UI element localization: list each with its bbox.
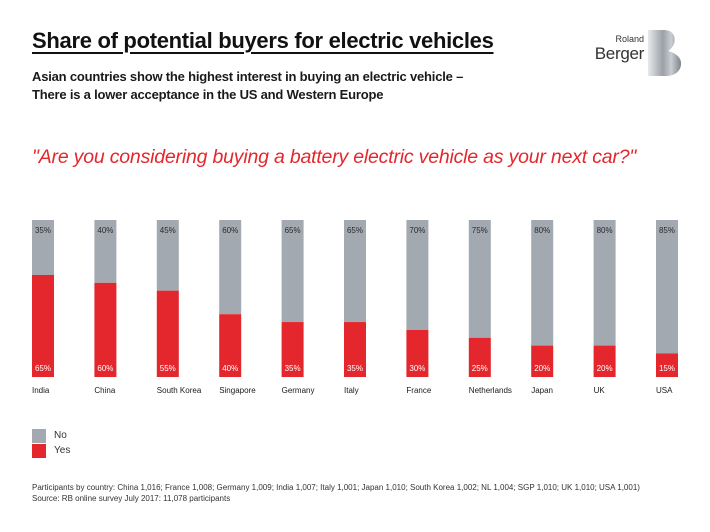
- data-label-yes-usa: 15%: [659, 364, 675, 373]
- footer-participants: Participants by country: China 1,016; Fr…: [32, 483, 640, 492]
- survey-question: "Are you considering buying a battery el…: [32, 146, 637, 168]
- category-label-india: India: [32, 386, 50, 395]
- category-label-netherlands: Netherlands: [469, 386, 512, 395]
- subtitle-line-1: Asian countries show the highest interes…: [32, 69, 464, 84]
- page-title: Share of potential buyers for electric v…: [32, 28, 494, 53]
- roland-berger-logo: Roland Berger: [588, 30, 688, 78]
- data-label-no-netherlands: 75%: [472, 226, 488, 235]
- data-label-no-japan: 80%: [534, 226, 550, 235]
- legend-label-yes: Yes: [54, 445, 71, 456]
- data-label-yes-china: 60%: [97, 364, 113, 373]
- footer-source: Source: RB online survey July 2017: 11,0…: [32, 494, 231, 503]
- data-label-no-india: 35%: [35, 226, 51, 235]
- category-label-china: China: [94, 386, 115, 395]
- bar-yes-uk: [593, 345, 616, 377]
- category-label-uk: UK: [594, 386, 606, 395]
- data-label-yes-netherlands: 25%: [472, 364, 488, 373]
- legend-swatch-yes: [32, 443, 46, 458]
- data-label-no-germany: 65%: [285, 226, 301, 235]
- data-label-no-uk: 80%: [597, 226, 613, 235]
- data-label-yes-india: 65%: [35, 364, 51, 373]
- legend-item-no: No: [32, 428, 70, 443]
- subtitle: Asian countries show the highest interes…: [32, 68, 463, 104]
- legend: No Yes: [32, 428, 70, 458]
- data-label-yes-south-korea: 55%: [160, 364, 176, 373]
- bar-no-china: [94, 220, 117, 283]
- bar-no-japan: [531, 220, 554, 346]
- bar-yes-italy: [344, 322, 366, 377]
- data-label-yes-france: 30%: [409, 364, 425, 373]
- category-label-germany: Germany: [282, 386, 315, 395]
- bar-yes-netherlands: [468, 337, 491, 377]
- subtitle-line-2: There is a lower acceptance in the US an…: [32, 87, 384, 102]
- data-label-no-south-korea: 45%: [160, 226, 176, 235]
- bar-yes-france: [406, 329, 429, 377]
- bar-no-italy: [344, 220, 366, 323]
- bar-yes-japan: [531, 345, 554, 377]
- data-label-yes-italy: 35%: [347, 364, 363, 373]
- bar-no-uk: [593, 220, 616, 346]
- bar-yes-china: [94, 282, 117, 377]
- category-label-italy: Italy: [344, 386, 359, 395]
- legend-swatch-no: [32, 428, 46, 443]
- logo-b-mark-icon: [648, 30, 682, 76]
- bar-no-france: [406, 220, 429, 330]
- data-label-yes-germany: 35%: [285, 364, 301, 373]
- bar-no-usa: [656, 220, 678, 354]
- bar-no-south-korea: [156, 220, 179, 291]
- legend-label-no: No: [54, 430, 67, 441]
- data-label-yes-japan: 20%: [534, 364, 550, 373]
- bar-no-india: [32, 220, 54, 275]
- footer: Participants by country: China 1,016; Fr…: [32, 482, 640, 504]
- logo-text-berger: Berger: [594, 44, 645, 63]
- category-label-south-korea: South Korea: [157, 386, 202, 395]
- bar-no-singapore: [219, 220, 242, 315]
- data-label-yes-uk: 20%: [597, 364, 613, 373]
- data-label-no-italy: 65%: [347, 226, 363, 235]
- bar-yes-singapore: [219, 314, 242, 377]
- category-label-france: France: [406, 386, 431, 395]
- data-label-no-china: 40%: [97, 226, 113, 235]
- legend-item-yes: Yes: [32, 443, 70, 458]
- bar-no-netherlands: [468, 220, 491, 338]
- bar-no-germany: [281, 220, 304, 323]
- logo-text-roland: Roland: [615, 34, 644, 44]
- category-label-singapore: Singapore: [219, 386, 256, 395]
- bar-yes-india: [32, 274, 54, 377]
- stacked-bar-chart: 35% 65% India 40% 60% China 45% 55% South Korea 6…: [32, 220, 678, 395]
- bar-yes-usa: [656, 353, 678, 377]
- bar-yes-south-korea: [156, 290, 179, 377]
- category-label-japan: Japan: [531, 386, 553, 395]
- data-label-no-france: 70%: [409, 226, 425, 235]
- bar-yes-germany: [281, 322, 304, 377]
- data-label-no-usa: 85%: [659, 226, 675, 235]
- data-label-yes-singapore: 40%: [222, 364, 238, 373]
- data-label-no-singapore: 60%: [222, 226, 238, 235]
- category-label-usa: USA: [656, 386, 673, 395]
